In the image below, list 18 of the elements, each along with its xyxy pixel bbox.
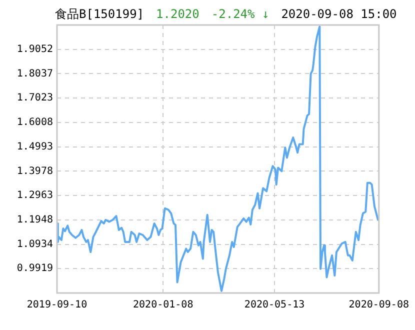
y-tick-label: 1.1948	[16, 214, 53, 226]
x-tick-label: 2019-09-10	[26, 300, 88, 311]
y-tick-label: 1.4993	[16, 141, 53, 152]
y-tick-label: 1.8037	[16, 68, 53, 80]
text: 2020-09-08 15:00	[281, 7, 397, 21]
text: -2.24% ↓	[211, 7, 270, 21]
x-tick-label: 2020-01-08	[133, 300, 194, 311]
y-tick-label: 0.9919	[16, 263, 53, 274]
y-tick-label: 1.6008	[16, 117, 53, 128]
y-tick-label: 1.7023	[16, 92, 53, 104]
y-tick-label: 1.9052	[16, 44, 53, 55]
chart-title: 食品B[150199]	[55, 7, 144, 21]
y-tick-label: 1.2963	[16, 190, 53, 202]
y-tick-label: 1.3978	[16, 166, 53, 177]
x-tick-label: 2020-09-08	[348, 300, 410, 311]
text: 1.2020	[156, 7, 200, 21]
x-tick-label: 2020-05-13	[244, 300, 305, 311]
y-tick-label: 1.0934	[16, 238, 53, 250]
